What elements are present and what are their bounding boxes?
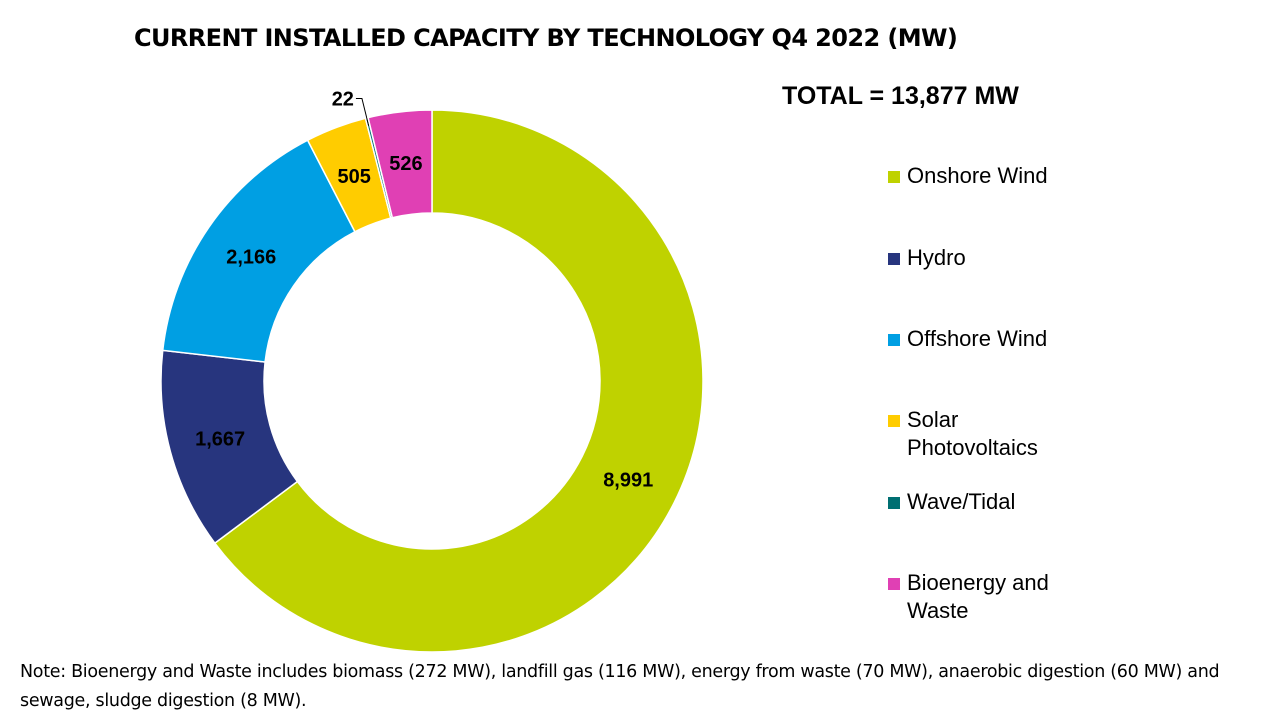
legend: Onshore Wind Hydro Offshore Wind Solar P… (888, 0, 1268, 660)
legend-item-wave-tidal: Wave/Tidal (888, 488, 1107, 516)
data-label-wave-tidal: 22 (332, 89, 354, 111)
data-label-bioenergy-and-waste: 526 (389, 153, 422, 175)
data-label-solar-photovoltaics: 505 (337, 166, 370, 188)
slice-onshore-wind (213, 109, 704, 653)
legend-label: Bioenergy and Waste (907, 570, 1049, 623)
footnote: Note: Bioenergy and Waste includes bioma… (20, 662, 1220, 711)
legend-swatch (888, 578, 900, 590)
data-label-onshore-wind: 8,991 (603, 469, 653, 491)
total-label: TOTAL = 13,877 MW (782, 82, 1019, 110)
donut-chart: 8,991 1,667 2,166 505 22 526 (160, 89, 704, 653)
legend-item-onshore-wind: Onshore Wind (888, 162, 1107, 190)
data-label-hydro: 1,667 (195, 428, 245, 450)
legend-label: Solar Photovoltaics (907, 407, 1038, 460)
legend-swatch (888, 171, 900, 183)
legend-swatch (888, 334, 900, 346)
legend-swatch (888, 415, 900, 427)
slice-bioenergy-and-waste (367, 109, 433, 219)
leader-line-wave-tidal (355, 98, 370, 126)
legend-swatch (888, 253, 900, 265)
legend-label: Offshore Wind (907, 326, 1048, 351)
chart-title: CURRENT INSTALLED CAPACITY BY TECHNOLOGY… (134, 24, 958, 52)
legend-label: Wave/Tidal (907, 489, 1016, 514)
legend-swatch (888, 497, 900, 509)
legend-item-bioenergy-and-waste: Bioenergy and Waste (888, 569, 1077, 625)
legend-item-hydro: Hydro (888, 244, 1107, 272)
data-label-offshore-wind: 2,166 (226, 246, 276, 268)
legend-label: Hydro (907, 245, 966, 270)
legend-label: Onshore Wind (907, 163, 1048, 188)
legend-item-offshore-wind: Offshore Wind (888, 325, 1107, 353)
legend-item-solar-photovoltaics: Solar Photovoltaics (888, 406, 1067, 462)
